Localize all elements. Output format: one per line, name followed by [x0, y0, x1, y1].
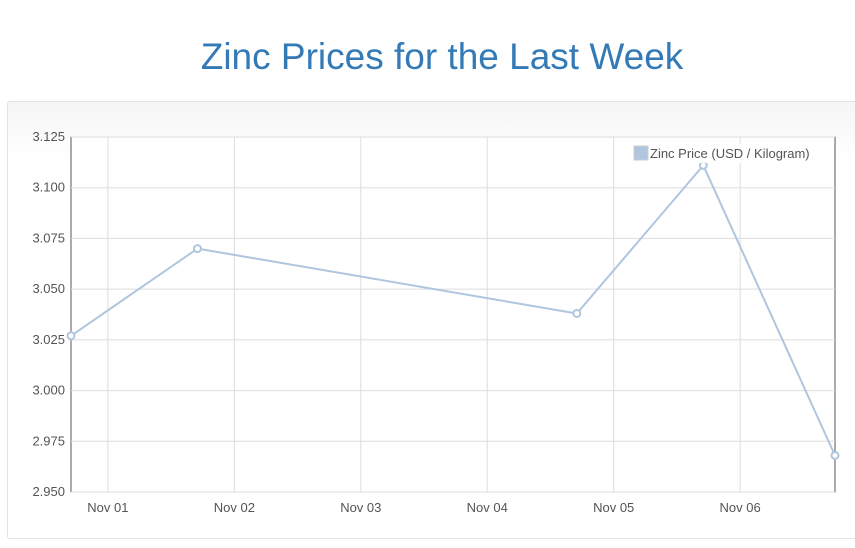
x-axis: Nov 01 Nov 02 Nov 03 Nov 04 Nov 05 Nov 06: [87, 500, 760, 515]
y-tick-label: 3.075: [32, 230, 65, 245]
data-point[interactable]: [66, 331, 76, 341]
x-tick-label: Nov 01: [87, 500, 128, 515]
x-tick-label: Nov 03: [340, 500, 381, 515]
legend-box: [631, 144, 833, 163]
x-tick-label: Nov 05: [593, 500, 634, 515]
x-tick-label: Nov 02: [214, 500, 255, 515]
page-title: Zinc Prices for the Last Week: [200, 36, 684, 77]
data-point[interactable]: [572, 308, 582, 318]
y-tick-label: 2.975: [32, 433, 65, 448]
data-point[interactable]: [192, 244, 202, 254]
y-tick-label: 3.125: [32, 129, 65, 144]
legend-swatch: [633, 145, 649, 161]
y-tick-label: 3.050: [32, 281, 65, 296]
x-tick-label: Nov 06: [720, 500, 761, 515]
y-tick-label: 3.000: [32, 383, 65, 398]
y-tick-label: 2.950: [32, 484, 65, 499]
y-tick-label: 3.025: [32, 332, 65, 347]
grid-lines: [71, 136, 835, 493]
plot-area: [70, 136, 836, 493]
legend[interactable]: Zinc Price (USD / Kilogram): [631, 144, 833, 163]
y-tick-label: 3.100: [32, 180, 65, 195]
legend-label: Zinc Price (USD / Kilogram): [650, 146, 810, 161]
x-tick-label: Nov 04: [467, 500, 508, 515]
data-point[interactable]: [830, 450, 840, 460]
y-axis: 2.950 2.975 3.000 3.025 3.050 3.075 3.100 3.125: [32, 129, 65, 499]
